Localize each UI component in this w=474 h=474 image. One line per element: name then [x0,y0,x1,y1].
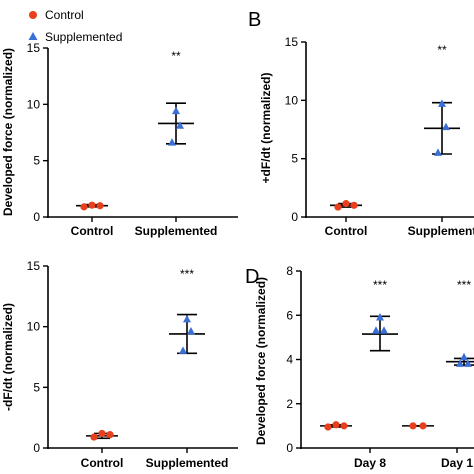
data-point-supplemented [460,352,468,361]
y-axis-label: Developed force (normalized) [1,48,15,216]
data-point-supplemented [464,359,472,367]
significance-label: *** [373,278,387,292]
x-tick-label: Control [71,224,114,238]
x-tick-label: Day 1 [441,456,473,470]
legend-supplemented-marker-icon [28,32,38,40]
y-tick-label: 15 [27,259,41,273]
data-point-supplemented [183,314,191,323]
panels: 0 5 10 15 Developed force (normalized) Contro… [1,35,474,470]
x-tick-label: Control [81,456,124,470]
legend-control-marker-icon [29,11,37,19]
data-point-control [340,422,348,430]
x-tick-label: Supplemented [135,224,218,238]
data-point-control [334,203,342,211]
significance-label: ** [437,43,447,57]
data-point-supplemented [434,148,442,156]
y-tick-label: 10 [285,93,299,107]
data-point-control [342,199,350,208]
y-tick-label: 6 [286,308,293,322]
significance-label: *** [457,278,471,292]
data-point-supplemented [372,326,380,334]
data-point-control [96,202,104,210]
data-point-supplemented [376,312,384,321]
y-tick-label: 10 [27,320,41,334]
data-point-control [98,429,106,438]
data-point-supplemented [172,106,180,115]
data-point-supplemented [456,359,464,367]
y-axis-label: +dF/dt (normalized) [259,72,273,183]
data-point-control [419,422,427,430]
legend-control-label: Control [45,8,84,22]
panel-label-d: D [245,266,259,288]
data-point-supplemented [442,122,450,131]
data-point-control [332,421,340,429]
data-point-control [350,201,358,209]
panel-label-b: B [248,9,261,31]
y-tick-label: 5 [33,380,40,394]
legend: Control Supplemented [28,8,122,44]
data-point-supplemented [438,99,446,107]
y-tick-label: 8 [286,264,293,278]
x-tick-label: Day 8 [354,456,386,470]
data-point-control [80,203,88,211]
data-point-supplemented [187,327,195,335]
y-tick-label: 5 [33,154,40,168]
y-axis-label: Developed force (normalized) [254,277,268,445]
legend-supplemented-label: Supplemented [45,30,122,44]
x-tick-label: Control [325,224,368,238]
y-axis-label: -dF/dt (normalized) [1,303,15,411]
y-tick-label: 15 [27,41,41,55]
chart-panel-3: 0 5 10 15 -dF/dt (normalized) Control Suppleme… [1,259,238,470]
data-point-control [88,201,96,209]
y-tick-label: 5 [291,152,298,166]
y-tick-label: 0 [291,210,298,224]
y-tick-label: 0 [33,210,40,224]
y-tick-label: 10 [27,97,41,111]
y-tick-label: 0 [286,441,293,455]
x-tick-label: Supplemented [146,456,229,470]
chart-panel-4: 0 2 4 6 8 Developed force (normalized) Day 8 Da… [254,264,474,470]
chart-panel-1: 0 5 10 15 Developed force (normalized) Contro… [1,41,238,238]
significance-label: ** [171,49,181,63]
data-point-supplemented [380,326,388,334]
data-point-supplemented [176,121,184,129]
data-point-control [90,433,98,441]
significance-label: *** [180,267,194,281]
y-tick-label: 4 [286,353,293,367]
chart-panel-2: 0 5 10 15 +dF/dt (normalized) Control Suppleme… [259,35,474,238]
data-point-control [106,431,114,439]
data-point-supplemented [179,346,187,354]
x-tick-label: Supplement [408,224,474,238]
data-point-supplemented [168,138,176,146]
y-tick-label: 2 [286,397,293,411]
data-point-control [324,423,332,431]
data-point-control [409,422,417,430]
y-tick-label: 0 [33,441,40,455]
y-tick-label: 15 [285,35,299,49]
